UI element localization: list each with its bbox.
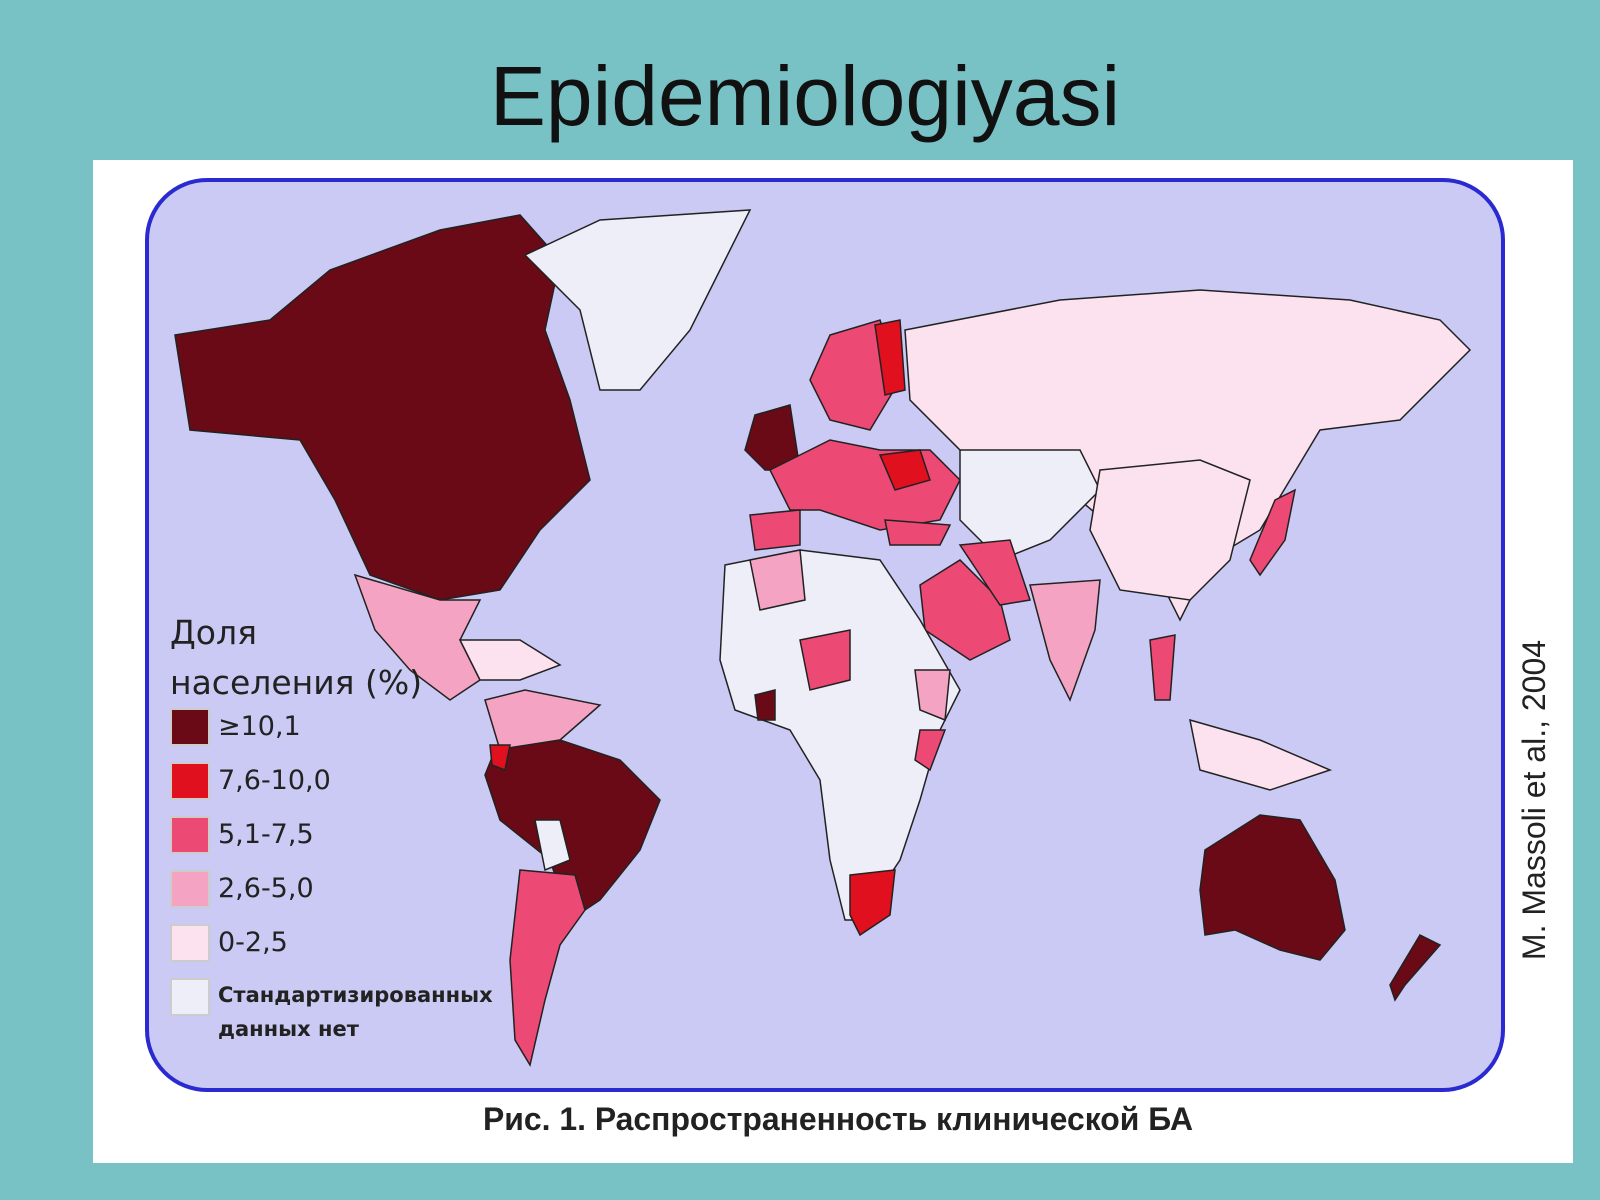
slide-title: Epidemiologiyasi (489, 49, 1121, 143)
region (749, 549, 806, 611)
legend-title: населения (%) (170, 663, 423, 702)
legend-swatch (170, 978, 210, 1016)
region (799, 629, 851, 691)
region (884, 519, 952, 546)
region (458, 639, 562, 681)
region (754, 689, 776, 721)
legend-swatch (170, 924, 210, 962)
region (914, 729, 947, 772)
region (1029, 579, 1101, 702)
legend: Доля населения (%) ≥10,1 7,6-10,0 5,1-7,5 2… (170, 608, 493, 1041)
legend-item: 0-2,5 (170, 924, 483, 978)
region (484, 689, 602, 751)
legend-label: Стандартизированных данных нет (218, 983, 493, 1041)
region (878, 449, 931, 491)
region (1249, 488, 1297, 577)
region (1189, 718, 1333, 791)
region (1149, 634, 1176, 701)
legend-swatch (170, 870, 210, 908)
region (509, 869, 586, 1067)
legend-swatch (170, 762, 210, 800)
legend-item: 5,1-7,5 (170, 816, 483, 870)
region (484, 739, 661, 922)
region (849, 869, 896, 937)
legend-item: 7,6-10,0 (170, 762, 483, 816)
legend-label: 7,6-10,0 (218, 765, 331, 796)
legend-label: 2,6-5,0 (218, 873, 314, 904)
region (534, 819, 571, 872)
legend-label: ≥10,1 (218, 711, 301, 742)
legend-title: Доля (170, 613, 257, 652)
legend-swatch (170, 816, 210, 854)
region (958, 539, 1031, 606)
legend-label: 0-2,5 (218, 927, 288, 958)
region (1199, 814, 1346, 961)
region (1089, 459, 1251, 601)
legend-item: Стандартизированных данных нет (170, 978, 493, 1041)
legend-item: ≥10,1 (170, 708, 483, 762)
region (749, 509, 801, 551)
region (874, 319, 906, 396)
legend-swatch (170, 708, 210, 746)
region (523, 209, 752, 391)
region (174, 214, 591, 601)
region (489, 744, 511, 772)
legend-label: 5,1-7,5 (218, 819, 314, 850)
legend-item: 2,6-5,0 (170, 870, 483, 924)
region (1389, 934, 1442, 1002)
region (959, 449, 1101, 561)
region (914, 669, 951, 722)
